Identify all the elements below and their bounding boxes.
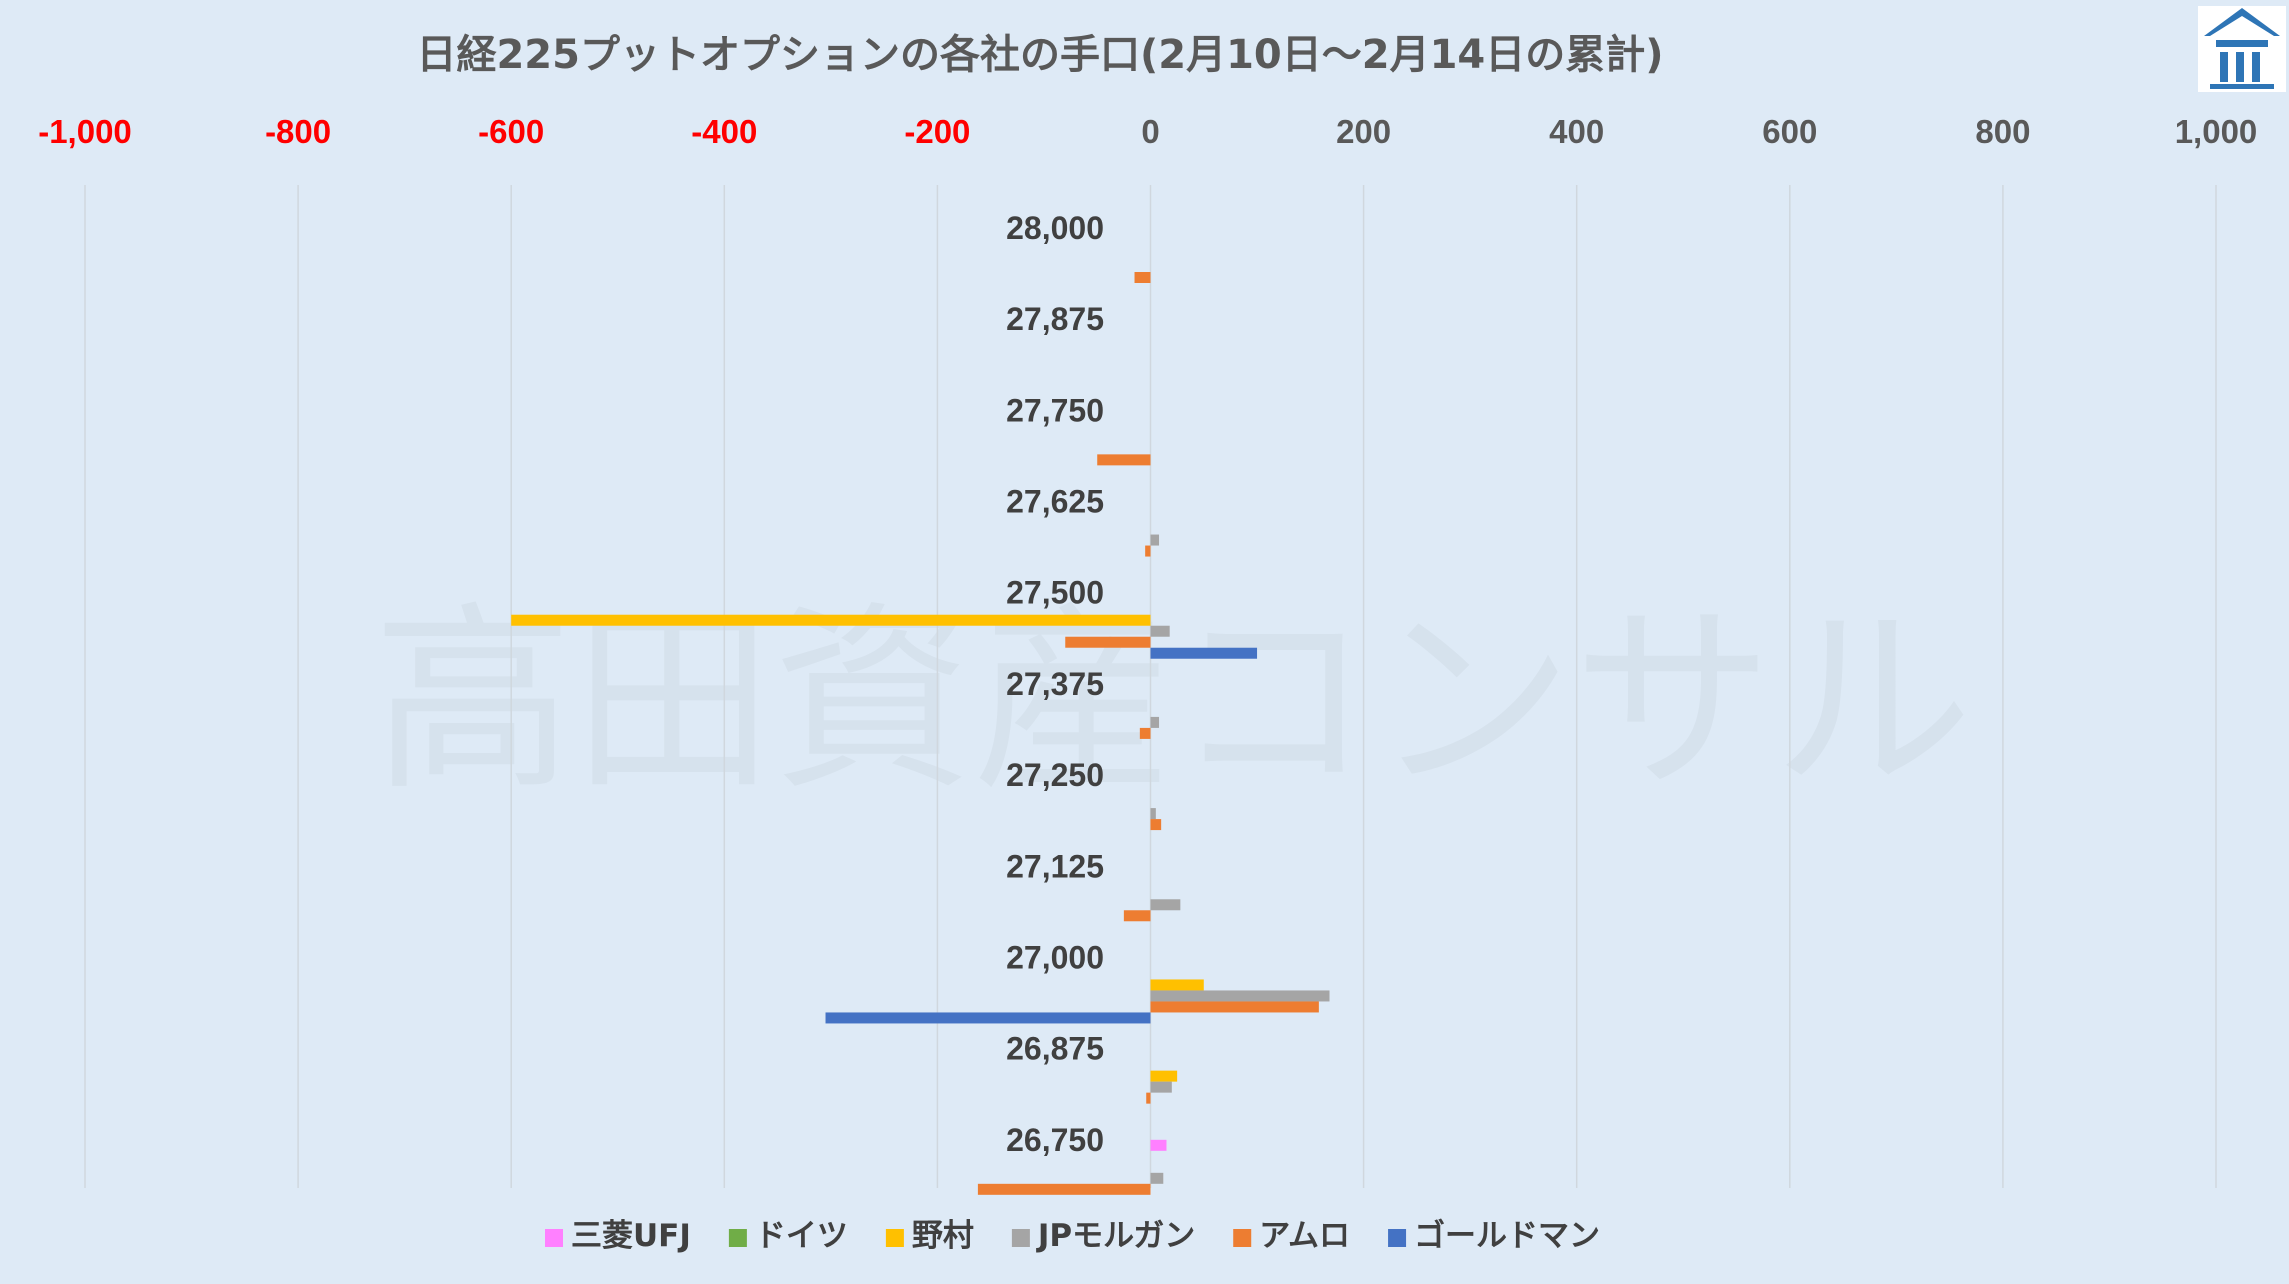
bar [1150, 534, 1160, 546]
category-label: 26,875 [1006, 1031, 1104, 1067]
x-tick-label: 400 [1549, 113, 1604, 150]
category-axis: 28,000 27,875 27,750 27,625 27,500 27,375 27,2… [1006, 210, 1104, 1158]
legend-swatch [545, 1229, 563, 1247]
bars [511, 272, 1330, 1195]
legend: 三菱UFJ ドイツ 野村 JPモルガン アムロ ゴールドマン [545, 1218, 1600, 1254]
category-label: 27,000 [1006, 939, 1104, 975]
x-tick-label: -400 [691, 113, 757, 150]
legend-swatch [728, 1229, 747, 1247]
bar [1150, 625, 1170, 637]
bar [1150, 990, 1330, 1002]
bar [1145, 545, 1151, 557]
bar [1123, 910, 1151, 922]
x-tick-label: -800 [265, 113, 331, 150]
x-tick-label: 0 [1141, 113, 1159, 150]
x-tick-label: 600 [1762, 113, 1817, 150]
category-label: 27,250 [1006, 757, 1104, 793]
logo-beam [2216, 40, 2268, 47]
category-label: 27,625 [1006, 484, 1104, 520]
x-tick-label: 200 [1336, 113, 1391, 150]
bar [1150, 899, 1181, 911]
bar [1150, 1070, 1178, 1082]
bar [1150, 808, 1156, 820]
bar [1146, 1092, 1151, 1104]
bar [825, 1012, 1151, 1024]
x-tick-label: 800 [1975, 113, 2030, 150]
legend-label: ゴールドマン [1414, 1218, 1600, 1254]
logo-roof [2204, 8, 2280, 36]
legend-swatch [885, 1229, 904, 1247]
category-label: 27,750 [1006, 392, 1104, 428]
bar [1150, 1001, 1319, 1013]
legend-label: 三菱UFJ [571, 1218, 691, 1254]
category-label: 27,875 [1006, 301, 1104, 337]
category-label: 27,500 [1006, 575, 1104, 611]
logo-pillar [2236, 52, 2244, 82]
bar [511, 614, 1151, 626]
x-tick-label: -1,000 [38, 113, 132, 150]
legend-swatch [1388, 1229, 1407, 1247]
logo-base [2210, 84, 2274, 89]
legend-label: JPモルガン [1036, 1218, 1195, 1254]
bar [1139, 727, 1151, 739]
category-label: 26,750 [1006, 1122, 1104, 1158]
category-label: 28,000 [1006, 210, 1104, 246]
logo-pillar [2252, 52, 2260, 82]
legend-label: アムロ [1259, 1218, 1350, 1254]
bar [1134, 272, 1151, 283]
legend-swatch [1011, 1229, 1030, 1247]
bar [1150, 647, 1258, 659]
bar [1150, 1139, 1167, 1151]
bar [1150, 716, 1160, 728]
bar [1150, 979, 1204, 991]
category-label: 27,375 [1006, 666, 1104, 702]
bar [1065, 636, 1151, 648]
legend-swatch [1233, 1229, 1252, 1247]
x-tick-label: -200 [904, 113, 970, 150]
legend-label: 野村 [912, 1218, 974, 1254]
x-axis: -1,000 -800 -600 -400 -200 0 200 400 600 800 1,000 [38, 113, 2257, 150]
category-label: 27,125 [1006, 848, 1104, 884]
logo-pillar [2220, 52, 2228, 82]
x-tick-label: 1,000 [2175, 113, 2258, 150]
bar [1150, 1172, 1164, 1184]
bar [1150, 819, 1162, 831]
x-tick-label: -600 [478, 113, 544, 150]
bar [977, 1183, 1151, 1195]
bar [1097, 454, 1151, 466]
legend-label: ドイツ [755, 1218, 848, 1254]
chart-title: 日経225プットオプションの各社の手口(2月10日～2月14日の累計) [416, 32, 1663, 78]
bar [1150, 1081, 1172, 1093]
building-pillars-icon [2198, 6, 2286, 92]
